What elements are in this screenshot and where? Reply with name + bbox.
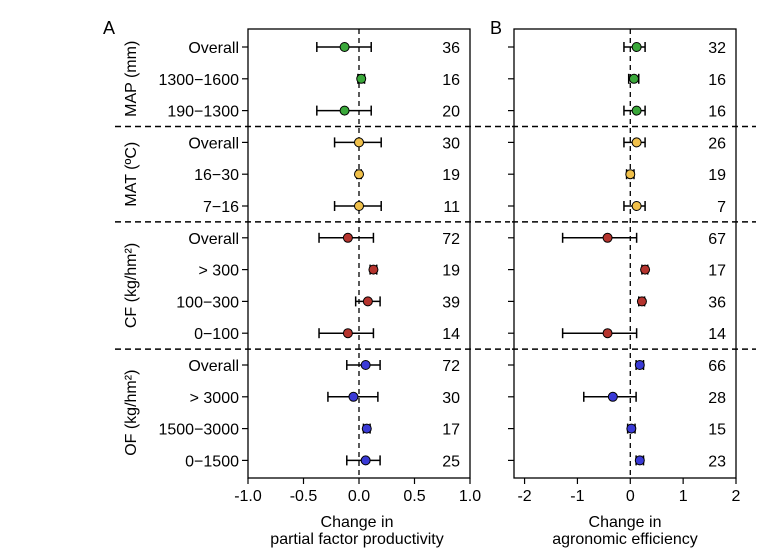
effect-point (339, 105, 350, 116)
row-label: Overall (188, 40, 239, 57)
sample-count: 36 (442, 40, 460, 57)
panel-label: A (103, 18, 115, 38)
sample-count: 36 (708, 294, 726, 311)
sample-count: 16 (442, 72, 460, 89)
row-label: Overall (188, 358, 239, 375)
effect-point (342, 328, 353, 339)
x-tick-label: 0 (626, 488, 635, 505)
effect-point (360, 455, 371, 466)
sample-count: 23 (708, 453, 726, 470)
sample-count: 15 (708, 422, 726, 439)
x-axis-label: Change in (589, 514, 662, 531)
row-label: > 3000 (190, 390, 239, 407)
sample-count: 19 (442, 263, 460, 280)
effect-point (342, 232, 353, 243)
row-label: 0−100 (194, 326, 239, 343)
sample-count: 30 (442, 390, 460, 407)
plot-frame (513, 28, 737, 479)
effect-point (640, 264, 651, 275)
x-tick-label: 1.0 (459, 488, 481, 505)
effect-point (360, 360, 371, 370)
effect-point (631, 201, 642, 211)
effect-point (626, 423, 637, 434)
row-label: 1300−1600 (158, 72, 239, 89)
row-label: 190−1300 (167, 104, 239, 121)
effect-point (634, 455, 645, 466)
sample-count: 17 (708, 263, 726, 280)
effect-point (339, 42, 350, 52)
sample-count: 19 (708, 167, 726, 184)
effect-point (631, 105, 642, 116)
effect-point (631, 137, 642, 148)
group-label: CF (kg/hm²) (123, 243, 140, 328)
row-label: 1500−3000 (158, 422, 239, 439)
group-label: OF (kg/hm²) (123, 370, 140, 456)
sample-count: 20 (442, 104, 460, 121)
sample-count: 26 (708, 135, 726, 152)
x-tick-label: -1.0 (234, 488, 262, 505)
x-tick-label: -0.5 (290, 488, 318, 505)
sample-count: 19 (442, 167, 460, 184)
x-tick-label: 0.0 (348, 488, 370, 505)
sample-count: 7 (717, 199, 726, 216)
row-label: 0−1500 (185, 453, 239, 470)
effect-point (356, 73, 367, 84)
sample-count: 17 (442, 422, 460, 439)
row-label: Overall (188, 231, 239, 248)
effect-point (354, 169, 364, 180)
row-label: > 300 (199, 263, 240, 280)
x-axis-label: partial factor productivity (270, 531, 443, 548)
sample-count: 32 (708, 40, 726, 57)
effect-point (368, 264, 379, 275)
effect-point (354, 201, 364, 211)
sample-count: 39 (442, 294, 460, 311)
effect-point (628, 73, 639, 84)
effect-point (625, 169, 636, 180)
sample-count: 28 (708, 390, 726, 407)
x-tick-label: -2 (517, 488, 531, 505)
sample-count: 30 (442, 135, 460, 152)
effect-point (362, 296, 373, 307)
row-label: 7−16 (203, 199, 239, 216)
effect-point (607, 391, 618, 402)
sample-count: 72 (442, 358, 460, 375)
group-label: MAT (ºC) (123, 142, 140, 207)
sample-count: 72 (442, 231, 460, 248)
row-label: 16−30 (194, 167, 239, 184)
x-tick-label: -1 (570, 488, 584, 505)
row-label: 100−300 (176, 294, 239, 311)
effect-point (602, 328, 613, 339)
effect-point (361, 423, 372, 434)
effect-point (348, 391, 359, 402)
effect-point (636, 296, 647, 307)
effect-point (602, 232, 613, 243)
effect-point (631, 42, 642, 52)
sample-count: 67 (708, 231, 726, 248)
x-tick-label: 0.5 (403, 488, 425, 505)
sample-count: 16 (708, 72, 726, 89)
x-axis-label: Change in (321, 514, 394, 531)
panel-label: B (490, 18, 502, 38)
effect-point (354, 137, 364, 148)
x-tick-label: 1 (679, 488, 688, 505)
group-label: MAP (mm) (123, 41, 140, 117)
sample-count: 16 (708, 104, 726, 121)
sample-count: 14 (708, 326, 726, 343)
row-label: Overall (188, 135, 239, 152)
sample-count: 11 (443, 199, 460, 216)
sample-count: 25 (442, 453, 460, 470)
sample-count: 66 (708, 358, 726, 375)
x-axis-label: agronomic efficiency (552, 531, 698, 548)
effect-point (634, 360, 645, 370)
x-tick-label: 2 (732, 488, 741, 505)
sample-count: 14 (442, 326, 460, 343)
